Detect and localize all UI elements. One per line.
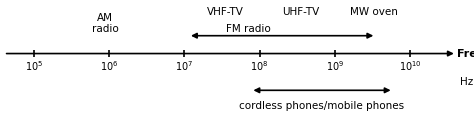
Text: $10^{6}$: $10^{6}$ [100, 60, 118, 73]
Text: Hz: Hz [460, 77, 474, 87]
Text: AM
radio: AM radio [92, 12, 118, 34]
Text: $10^{7}$: $10^{7}$ [175, 60, 193, 73]
Text: MW oven: MW oven [350, 7, 398, 17]
Text: cordless phones/mobile phones: cordless phones/mobile phones [239, 101, 405, 111]
Text: $10^{5}$: $10^{5}$ [25, 60, 43, 73]
Text: FM radio: FM radio [226, 24, 271, 34]
Text: VHF-TV: VHF-TV [207, 7, 244, 17]
Text: $10^{9}$: $10^{9}$ [326, 60, 344, 73]
Text: $10^{10}$: $10^{10}$ [399, 60, 421, 73]
Text: $10^{8}$: $10^{8}$ [250, 60, 269, 73]
Text: Frequency: Frequency [456, 49, 474, 59]
Text: UHF-TV: UHF-TV [283, 7, 319, 17]
